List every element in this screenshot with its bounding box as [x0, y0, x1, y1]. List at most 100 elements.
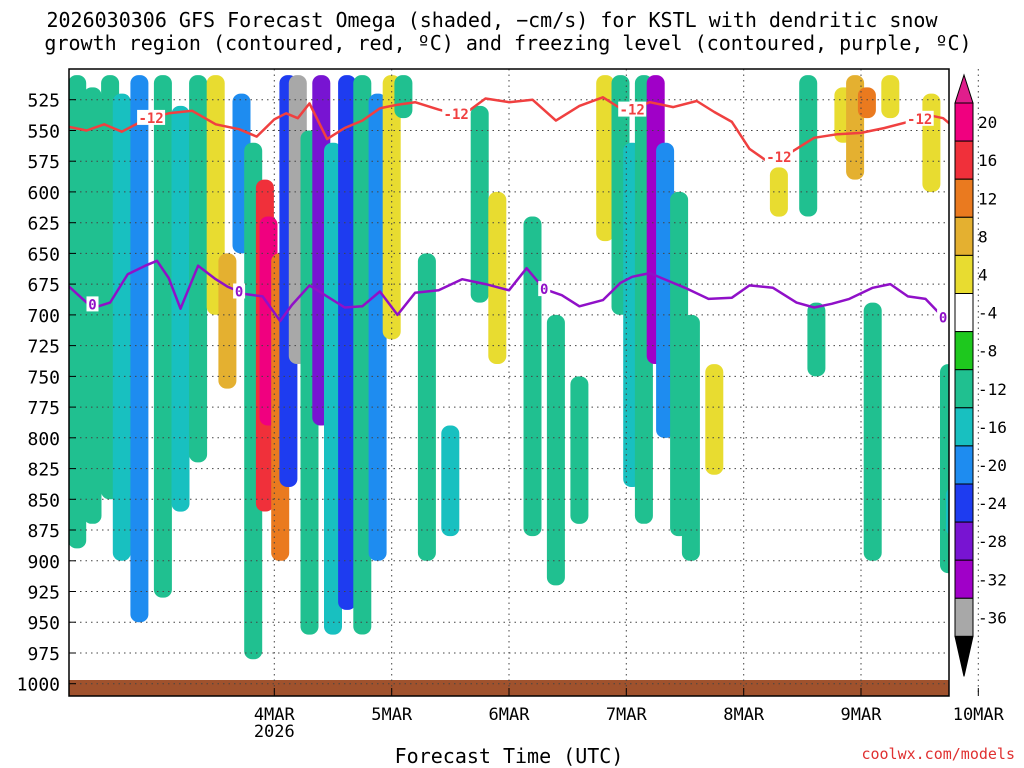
x-tick-label-5MAR: 5MAR: [371, 705, 413, 725]
omega-band-21: [353, 75, 372, 635]
contour-label-bg-0-2: [618, 101, 647, 117]
contour-label-0-1: -12: [444, 107, 469, 123]
colorbar-label-4: 4: [978, 266, 988, 285]
chart-title-line1: 2026030306 GFS Forecast Omega (shaded, −…: [46, 8, 938, 32]
x-tick-label-8MAR: 8MAR: [723, 705, 765, 725]
y-tick-label-625: 625: [27, 214, 60, 235]
omega-band-47: [863, 302, 882, 561]
colorbar-label-6: -8: [978, 342, 997, 361]
omega-band-20: [338, 75, 357, 610]
x-tick-label-10MAR: 10MAR: [953, 705, 1005, 725]
contour-label-bg-1-1: [233, 283, 246, 299]
omega-band-42: [799, 75, 818, 217]
contour-label-bg-0-3: [764, 148, 793, 164]
y-tick-label-825: 825: [27, 460, 60, 481]
colorbar: 20 16 12 8 4 -4 -8 -12 -16 -20 -24 -28 -32 -36: [954, 73, 1007, 677]
omega-band-51: [945, 488, 949, 535]
y-tick-label-875: 875: [27, 521, 60, 542]
y-tick-label-525: 525: [27, 91, 60, 112]
colorbar-swatch-7: [954, 369, 974, 409]
omega-band-37: [656, 142, 675, 438]
colorbar-label-3: 8: [978, 227, 988, 246]
omega-band-31: [570, 376, 589, 524]
colorbar-label-2: 12: [978, 189, 997, 208]
colorbar-swatch-6: [954, 331, 974, 371]
colorbar-swatch-4: [954, 254, 974, 294]
colorbar-swatch-5: [954, 293, 974, 333]
omega-band-19: [324, 142, 342, 635]
gridlines: [69, 69, 979, 696]
y-tick-label-900: 900: [27, 552, 60, 573]
y-tick-label-650: 650: [27, 244, 60, 265]
colorbar-label-11: -28: [978, 532, 1007, 551]
colorbar-label-10: -24: [978, 494, 1007, 513]
credit-text: coolwx.com/models: [861, 745, 1015, 763]
colorbar-swatch-11: [954, 521, 974, 561]
x-tick-label-6MAR: 6MAR: [489, 705, 531, 725]
y-tick-label-750: 750: [27, 367, 60, 388]
contour-label-bg-1-3: [937, 309, 949, 325]
contour-label-0-3: -12: [766, 150, 791, 166]
omega-band-26: [441, 425, 460, 537]
colorbar-swatch-8: [954, 407, 974, 447]
omega-band-43: [807, 302, 826, 377]
contour-label-0-2: -12: [620, 103, 645, 119]
colorbar-label-8: -16: [978, 418, 1007, 437]
colorbar-swatch-12: [954, 559, 974, 599]
x-tick-label-9MAR: 9MAR: [841, 705, 883, 725]
plot-area: -12 -12 -12 -12 -12 0 0 0 0: [68, 68, 979, 697]
x-tick-label-7MAR: 7MAR: [606, 705, 648, 725]
contour-label-bg-0-4: [905, 110, 934, 126]
contour-label-0-0: -12: [138, 111, 163, 127]
omega-band-22: [368, 93, 387, 561]
colorbar-swatch-13: [954, 597, 974, 637]
y-axis: 525 550 575 600 625 650 675 700 725 750 775 800 825 8…: [17, 91, 76, 696]
series-line-0: [69, 96, 949, 163]
contour-label-1-0: 0: [88, 297, 96, 313]
y-tick-label-575: 575: [27, 152, 60, 173]
y-tick-label-800: 800: [27, 429, 60, 450]
omega-band-46: [857, 87, 876, 119]
omega-band-0: [69, 75, 87, 549]
y-tick-label-600: 600: [27, 183, 60, 204]
contour-label-1-3: 0: [939, 310, 947, 326]
y-tick-label-925: 925: [27, 583, 60, 604]
omega-band-9: [218, 253, 237, 389]
omega-band-40: [705, 364, 724, 475]
x-tick-sublabel-4MAR: 2026: [254, 722, 295, 742]
omega-band-28: [488, 191, 507, 364]
omega-band-30: [546, 314, 565, 586]
y-tick-label-675: 675: [27, 275, 60, 296]
colorbar-swatch-1: [954, 140, 974, 180]
contour-label-bg-1-0: [86, 296, 99, 312]
omega-band-49: [922, 93, 941, 192]
x-tick-label-4MAR: 4MAR: [254, 705, 296, 725]
y-tick-label-850: 850: [27, 490, 60, 511]
chart-title-line2: growth region (contoured, red, ºC) and f…: [44, 31, 971, 55]
contour-label-bg-1-2: [538, 281, 551, 297]
contour-label-1-2: 0: [540, 282, 548, 298]
y-tick-label-775: 775: [27, 398, 60, 419]
omega-band-27: [470, 105, 489, 303]
y-tick-label-550: 550: [27, 122, 60, 143]
colorbar-label-5: -4: [978, 304, 997, 323]
y-tick-label-975: 975: [27, 644, 60, 665]
colorbar-label-1: 16: [978, 151, 997, 170]
contour-label-bg-0-0: [137, 109, 166, 125]
omega-shading: [69, 75, 949, 660]
colorbar-swatch-0: [954, 102, 974, 142]
contour-label-1-1: 0: [235, 285, 243, 301]
colorbar-swatch-3: [954, 216, 974, 256]
y-tick-label-725: 725: [27, 337, 60, 358]
colorbar-bottom-arrow: [954, 635, 974, 677]
y-tick-label-950: 950: [27, 613, 60, 634]
colorbar-swatch-9: [954, 445, 974, 485]
omega-band-5: [153, 75, 172, 598]
omega-band-24: [394, 75, 413, 119]
omega-band-48: [881, 75, 900, 119]
colorbar-label-13: -36: [978, 608, 1007, 627]
contour-lines: -12 -12 -12 -12 -12 0 0 0 0: [69, 96, 949, 326]
contour-label-bg-0-1: [442, 106, 471, 122]
